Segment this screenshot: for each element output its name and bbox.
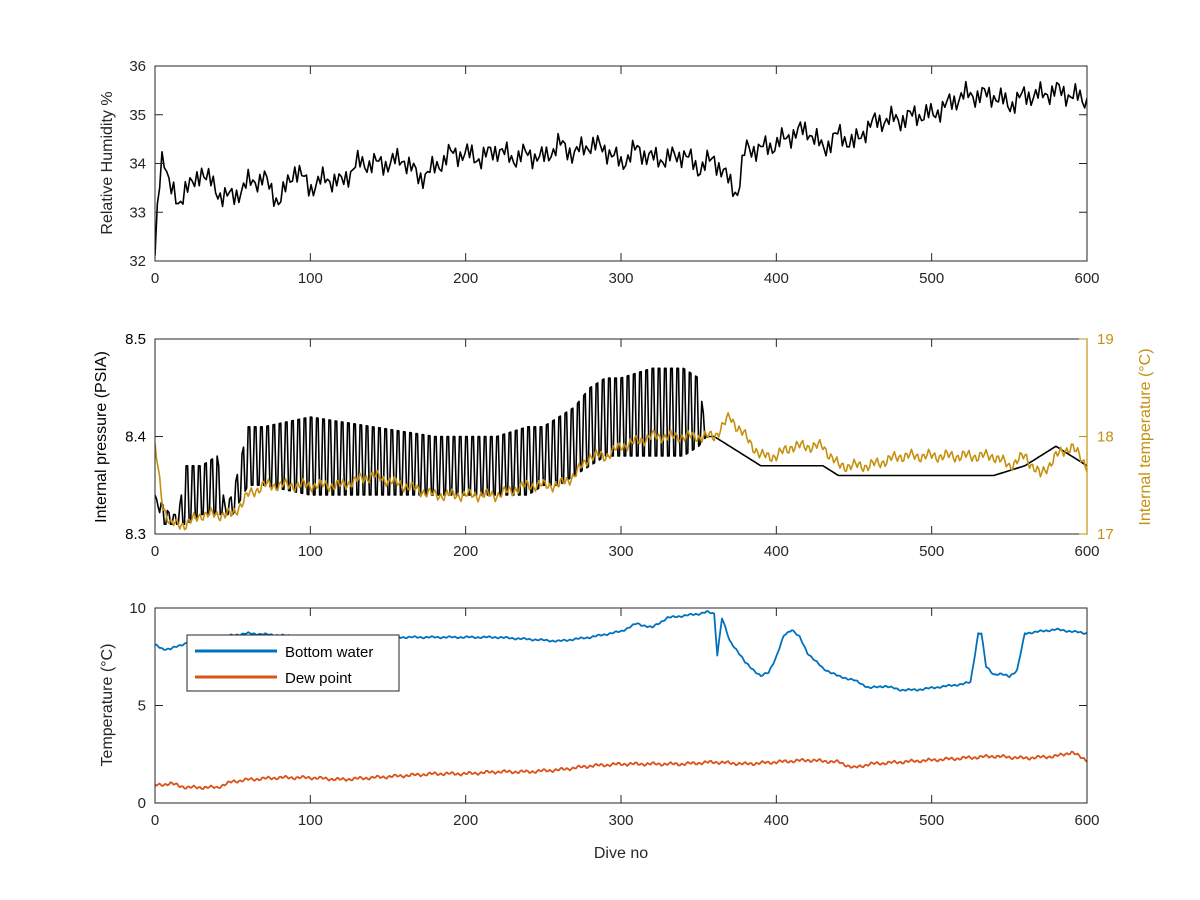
humidity-plot-area: 0 100 200 300 400 500 600 32 33 34 35 36	[129, 58, 1099, 287]
relative-humidity-line	[155, 80, 1087, 256]
internal-temperature-y-tick-label: 19	[1097, 331, 1114, 348]
temperature-y-tick-label: 0	[138, 795, 146, 812]
legend: Bottom water Dew point	[186, 634, 400, 692]
legend-label-bottom-water: Bottom water	[285, 644, 373, 661]
humidity-y-axis-label: Relative Humidity %	[99, 91, 116, 234]
pressure-y-tick-label: 8.5	[125, 331, 146, 348]
pressure-x-tick-label: 500	[919, 543, 944, 560]
pressure-y-axis-label: Internal pressure (PSIA)	[93, 351, 110, 523]
temperature-y-tick-label: 10	[129, 600, 146, 617]
pressure-plot-area: 0 100 200 300 400 500 600 8.3 8.4 8.5 17 18 19	[125, 331, 1114, 560]
legend-box	[186, 634, 400, 692]
humidity-x-tick-label: 600	[1074, 270, 1099, 287]
dive-number-x-axis-label: Dive no	[594, 845, 648, 862]
pressure-temperature-panel: 0 100 200 300 400 500 600 8.3 8.4 8.5 17 18 19 Inter…	[93, 331, 1154, 560]
internal-pressure-line	[155, 367, 1087, 526]
humidity-x-tick-label: 200	[453, 270, 478, 287]
pressure-y-tick-label: 8.3	[125, 526, 146, 543]
humidity-panel: 0 100 200 300 400 500 600 32 33 34 35 36 Relative H…	[99, 58, 1100, 287]
pressure-x-tick-label: 600	[1074, 543, 1099, 560]
pressure-x-tick-label: 300	[608, 543, 633, 560]
temperature-x-tick-label: 500	[919, 812, 944, 829]
temperature-panel: 0 100 200 300 400 500 600 0 5 10 Temperature (°C)…	[99, 600, 1100, 862]
humidity-x-tick-label: 100	[298, 270, 323, 287]
temperature-y-tick-label: 5	[138, 698, 146, 715]
humidity-x-tick-label: 400	[764, 270, 789, 287]
dew-point-line	[155, 750, 1087, 790]
pressure-x-tick-label: 400	[764, 543, 789, 560]
humidity-y-tick-label: 34	[129, 156, 146, 173]
humidity-x-tick-label: 500	[919, 270, 944, 287]
legend-label-dew-point: Dew point	[285, 670, 353, 687]
pressure-y-tick-label: 8.4	[125, 429, 146, 446]
internal-temperature-y-tick-label: 17	[1097, 526, 1114, 543]
internal-temperature-y-tick-label: 18	[1097, 429, 1114, 446]
pressure-x-tick-label: 0	[151, 543, 159, 560]
humidity-x-tick-label: 300	[608, 270, 633, 287]
temperature-x-tick-label: 300	[608, 812, 633, 829]
temperature-x-tick-label: 400	[764, 812, 789, 829]
internal-temperature-line	[155, 412, 1087, 531]
humidity-y-tick-label: 36	[129, 58, 146, 75]
temperature-y-axis-label: Temperature (°C)	[99, 644, 116, 767]
humidity-x-tick-label: 0	[151, 270, 159, 287]
temperature-x-tick-label: 600	[1074, 812, 1099, 829]
humidity-y-tick-label: 32	[129, 253, 146, 270]
temperature-x-tick-label: 200	[453, 812, 478, 829]
humidity-y-tick-label: 33	[129, 204, 146, 221]
pressure-x-tick-label: 200	[453, 543, 478, 560]
humidity-y-tick-label: 35	[129, 107, 146, 124]
temperature-x-tick-label: 0	[151, 812, 159, 829]
pressure-x-tick-label: 100	[298, 543, 323, 560]
internal-temperature-y-axis-label: Internal temperature (°C)	[1137, 348, 1154, 525]
temperature-x-tick-label: 100	[298, 812, 323, 829]
